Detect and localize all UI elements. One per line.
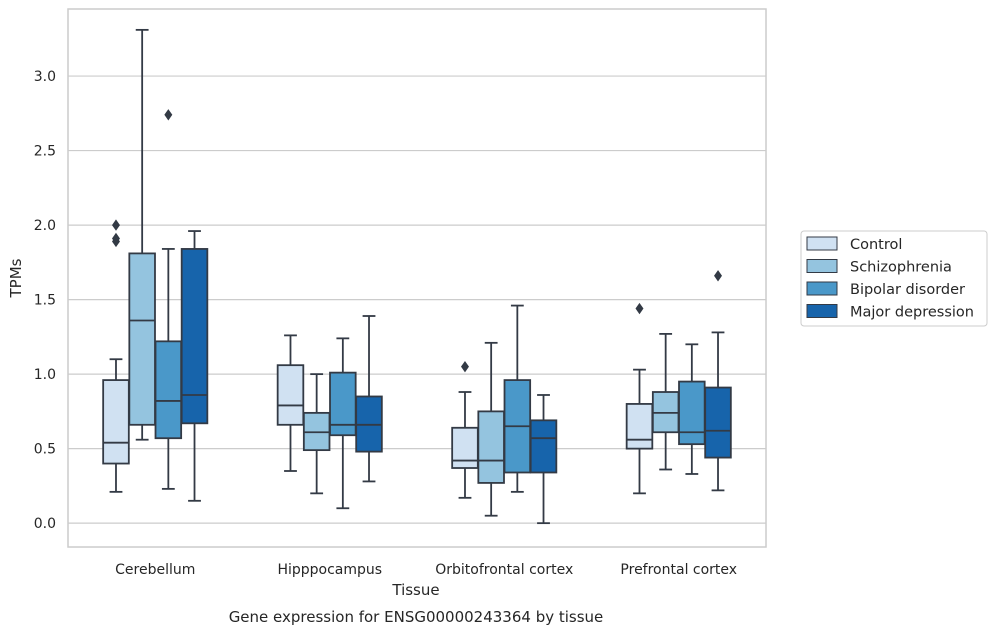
legend-swatch xyxy=(806,259,838,273)
box-iqr xyxy=(625,403,654,450)
box-iqr xyxy=(451,426,479,469)
box-bipolar-disorder xyxy=(154,109,183,490)
box-bipolar-disorder xyxy=(329,337,357,510)
y-tick-label: 0.0 xyxy=(34,516,56,532)
legend-label: Major depression xyxy=(850,305,974,321)
y-tick-label: 3.0 xyxy=(34,69,56,85)
box-major-depression xyxy=(355,315,383,483)
outlier-point xyxy=(111,219,120,231)
outlier-point xyxy=(460,360,469,373)
box-iqr xyxy=(329,371,357,437)
outlier-point xyxy=(714,270,723,282)
box-schizophrenia xyxy=(128,28,156,441)
box-control xyxy=(451,360,479,499)
legend-label: Control xyxy=(850,237,902,253)
y-axis-label: TPMs xyxy=(7,258,25,298)
y-tick-label: 1.0 xyxy=(34,367,56,383)
box-schizophrenia xyxy=(477,341,505,517)
box-iqr xyxy=(154,340,183,440)
x-tick-label: Prefrontal cortex xyxy=(620,562,737,578)
box-bipolar-disorder xyxy=(503,304,532,493)
box-iqr xyxy=(276,364,305,426)
y-tick-label: 0.5 xyxy=(34,442,56,458)
y-tick-label: 2.5 xyxy=(34,144,56,160)
box-control xyxy=(276,334,305,472)
box-groups xyxy=(102,28,732,525)
plot-frame xyxy=(67,8,767,548)
box-iqr xyxy=(102,379,130,465)
x-tick-label: Hipppocampus xyxy=(277,562,382,578)
y-tick-label: 1.5 xyxy=(34,293,56,309)
legend-frame xyxy=(800,230,988,327)
legend-swatch xyxy=(806,236,838,251)
box-iqr xyxy=(678,380,706,446)
box-major-depression xyxy=(704,270,732,492)
legend-label: Bipolar disorder xyxy=(850,282,965,298)
box-iqr xyxy=(180,248,209,425)
box-iqr xyxy=(477,410,505,484)
gridlines xyxy=(68,75,766,524)
outlier-point xyxy=(635,302,644,315)
legend: Control Schizophrenia Bipolar disorder Majo… xyxy=(800,230,988,327)
chart-caption: Gene expression for ENSG00000243364 by t… xyxy=(229,608,604,626)
y-tick-labels: 0.0 0.5 1.0 1.5 2.0 2.5 3.0 xyxy=(34,69,56,532)
box-iqr xyxy=(128,252,156,426)
x-axis-label: Tissue xyxy=(391,581,439,599)
box-control xyxy=(625,302,654,495)
y-tick-label: 2.0 xyxy=(34,218,56,234)
outlier-point xyxy=(111,232,120,245)
box-bipolar-disorder xyxy=(678,343,706,475)
box-control xyxy=(102,219,130,493)
legend-swatch xyxy=(806,281,838,296)
box-iqr xyxy=(529,419,558,474)
x-tick-label: Cerebellum xyxy=(115,562,195,578)
x-tick-label: Orbitofrontal cortex xyxy=(435,562,573,578)
box-major-depression xyxy=(529,394,558,525)
box-iqr xyxy=(704,386,732,459)
box-schizophrenia xyxy=(651,332,680,471)
box-major-depression xyxy=(180,230,209,502)
legend-label: Schizophrenia xyxy=(850,260,952,276)
box-schizophrenia xyxy=(302,373,331,495)
legend-swatch xyxy=(806,304,838,318)
x-tick-labels: Cerebellum Hipppocampus Orbitofrontal cort… xyxy=(115,562,737,578)
outlier-point xyxy=(164,109,173,121)
